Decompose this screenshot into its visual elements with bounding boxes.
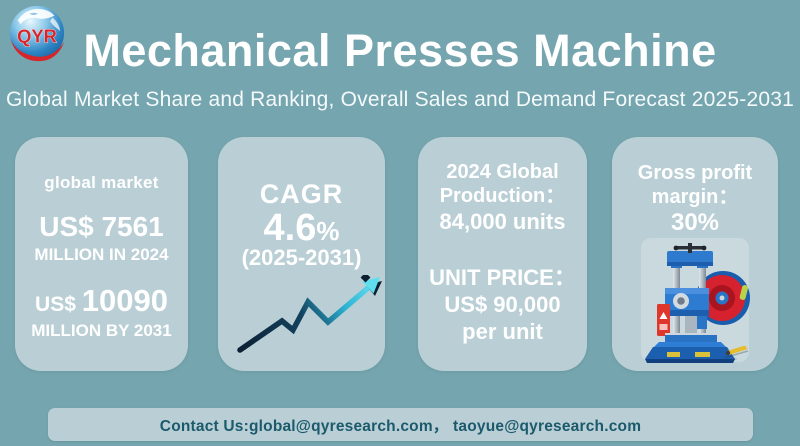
card-global-market: global market US$ 7561 MILLION IN 2024 U… [15, 137, 188, 371]
cagr-percent-sign: % [316, 216, 340, 246]
market-caption-2031: MILLION BY 2031 [31, 321, 172, 340]
production-value: 84,000 units [439, 209, 566, 234]
card-production: 2024 Global Production： 84,000 units UNI… [418, 137, 587, 371]
margin-line1: Gross profit [637, 162, 753, 184]
page-title: Mechanical Presses Machine [83, 25, 717, 76]
unit-price-label: UNIT PRICE： [429, 265, 576, 290]
margin-line2: margin： [651, 186, 739, 208]
production-line1: 2024 Global [446, 161, 559, 183]
market-value-2031: US$ 10090 [15, 283, 188, 319]
contact-bar: Contact Us:global@qyresearch.com， taoyue… [48, 408, 753, 441]
market-heading: global market [44, 173, 159, 192]
qyr-logo-icon: QYR [9, 5, 65, 62]
contact-text: Contact Us:global@qyresearch.com， taoyue… [159, 417, 642, 435]
unit-price-suffix: per unit [462, 319, 543, 344]
market-value-2031-number: 10090 [81, 283, 168, 318]
page-subtitle: Global Market Share and Ranking, Overall… [6, 88, 794, 111]
logo-text: QYR [17, 26, 57, 47]
market-value-2031-prefix: US$ [35, 293, 82, 316]
cagr-period: (2025-2031) [241, 245, 362, 270]
production-line2: Production： [439, 185, 566, 207]
cagr-heading: CAGR [259, 179, 344, 209]
cagr-value: 4.6% [218, 207, 385, 251]
market-caption-2024: MILLION IN 2024 [34, 245, 169, 264]
card-gross-margin: Gross profit margin： 30% [612, 137, 778, 371]
press-machine-illustration [641, 238, 750, 363]
unit-price-value: US$ 90,000 [444, 292, 561, 317]
trend-arrow-icon [237, 275, 382, 353]
cagr-number: 4.6 [263, 207, 317, 249]
margin-value: 30% [670, 209, 720, 236]
market-value-2024: US$ 7561 [39, 211, 164, 242]
card-cagr: CAGR 4.6% (2025-2031) [218, 137, 385, 371]
